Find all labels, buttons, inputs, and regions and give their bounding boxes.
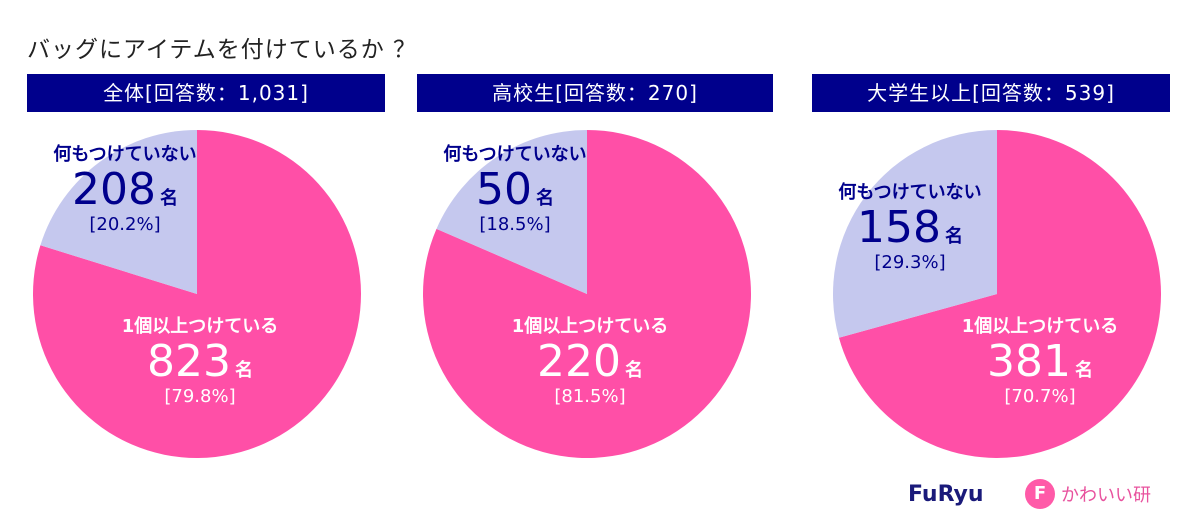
pie-chart [833,130,1161,458]
slice-percent: [79.8%] [164,386,236,407]
label-none: 何もつけていない 158 名 [29.3%] [825,178,995,273]
slice-none [833,130,997,338]
pie-title: 高校生[回答数：270] [417,74,773,112]
kawaii-f-icon: F [1025,479,1055,509]
pie-title: 大学生以上[回答数：539] [812,74,1170,112]
label-attached: 1個以上つけている 381 名 [70.7%] [930,312,1150,407]
label-attached: 1個以上つけている 220 名 [81.5%] [480,312,700,407]
slice-percent: [81.5%] [554,386,626,407]
pie-chart [33,130,361,458]
label-none: 何もつけていない 208 名 [20.2%] [40,140,210,235]
slice-count: 220 [537,336,621,387]
slice-none [436,130,587,294]
slice-label: 1個以上つけている [961,316,1119,337]
chart-title: バッグにアイテムを付けているか ？ [27,37,418,63]
label-none: 何もつけていない 50 名 [18.5%] [430,140,600,235]
slice-percent: [18.5%] [479,214,551,235]
slice-unit: 名 [159,188,178,209]
slice-percent: [29.3%] [874,252,946,273]
slice-unit: 名 [624,360,643,381]
slice-count: 381 [987,336,1071,387]
kawaii-lab-text: かわいい研 [1061,485,1151,506]
slice-unit: 名 [944,226,963,247]
slice-label: 1個以上つけている [121,316,279,337]
pie-title: 全体[回答数：1,031] [27,74,385,112]
slice-label: 1個以上つけている [511,316,669,337]
slice-unit: 名 [234,360,253,381]
slice-label: 何もつけていない [443,144,587,165]
slice-label: 何もつけていない [53,144,197,165]
label-attached: 1個以上つけている 823 名 [79.8%] [90,312,310,407]
slice-unit: 名 [536,188,554,209]
slice-count: 823 [147,336,231,387]
slice-attached [838,130,1161,458]
slice-unit: 名 [1074,360,1093,381]
slice-percent: [70.7%] [1004,386,1076,407]
slice-label: 何もつけていない [838,182,982,203]
pie-chart [423,130,751,458]
slice-count: 158 [857,202,941,253]
slice-count: 208 [72,164,156,215]
slice-attached [33,130,361,458]
slice-percent: [20.2%] [89,214,161,235]
slice-count: 50 [476,164,532,215]
slice-none [40,130,197,294]
kawaii-lab-logo: F かわいい研 [1025,479,1151,509]
furyu-logo: FuRyu [908,482,984,507]
